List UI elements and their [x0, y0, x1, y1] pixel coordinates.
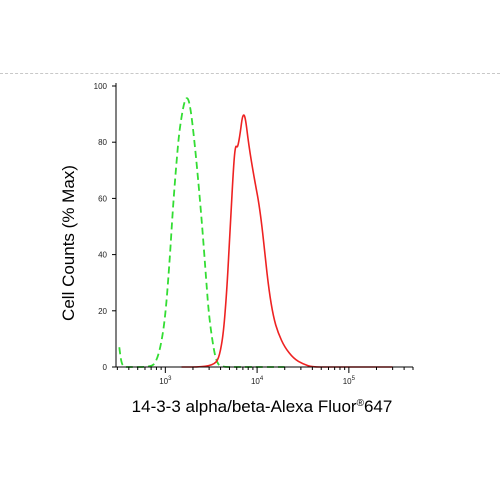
top-dashed-separator: [0, 73, 500, 74]
plot-area: [118, 97, 393, 368]
x-axis-label-main: 14-3-3 alpha/beta-Alexa Fluor: [132, 397, 357, 416]
y-tick-label: 80: [98, 138, 107, 147]
x-axis-label: 14-3-3 alpha/beta-Alexa Fluor®647: [132, 397, 393, 416]
y-tick-label: 40: [98, 251, 107, 260]
x-tick-label: 105: [343, 376, 356, 386]
x-tick-label: 103: [159, 376, 172, 386]
y-axis-label: Cell Counts (% Max): [59, 165, 78, 321]
y-tick-label: 100: [94, 82, 108, 91]
x-axis-label-mark: ®: [357, 398, 365, 409]
series-line-dashed: [118, 97, 285, 368]
x-axis-label-suffix: 647: [364, 397, 392, 416]
y-tick-label: 60: [98, 194, 107, 203]
y-axis-ticks: 0 20 40 60 80 100: [94, 82, 116, 372]
x-axis-ticks: 103 104 105: [116, 367, 414, 386]
series-line-solid: [181, 114, 393, 368]
y-tick-label: 20: [98, 307, 107, 316]
y-tick-label: 0: [103, 363, 108, 372]
x-tick-label: 104: [251, 376, 264, 386]
